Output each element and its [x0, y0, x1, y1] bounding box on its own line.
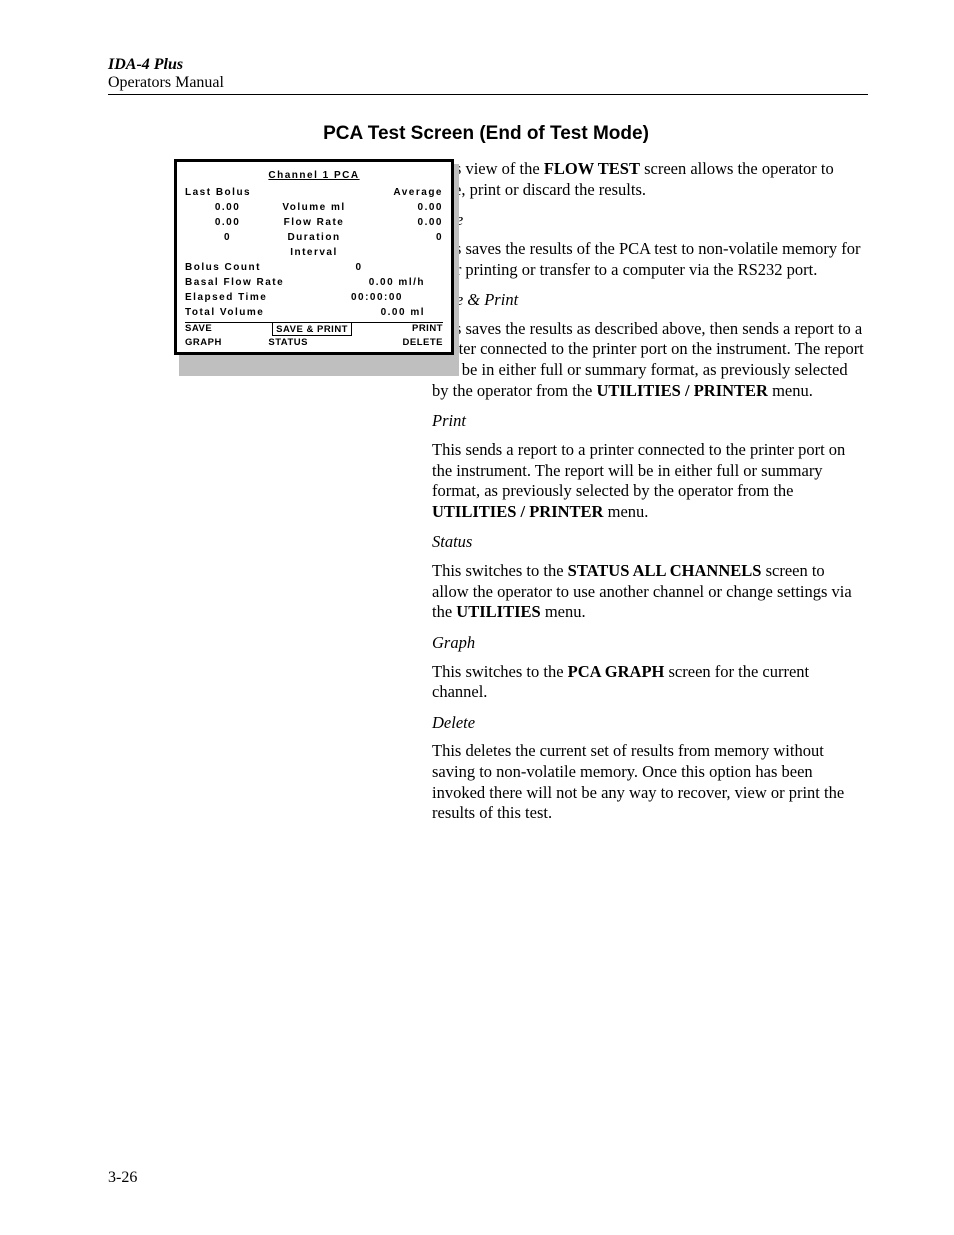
page-number: 3-26 [108, 1169, 137, 1187]
flow-rate-label: Flow Rate [270, 217, 358, 228]
elapsed-label: Elapsed Time [185, 292, 283, 303]
status-heading: Status [432, 532, 864, 553]
manual-title: Operators Manual [108, 74, 864, 92]
basal-flow-label: Basal Flow Rate [185, 277, 293, 288]
basal-flow-row: Basal Flow Rate 0.00 ml/h [185, 277, 443, 288]
save-heading: Save [432, 210, 864, 231]
menu-graph[interactable]: GRAPH [185, 337, 222, 348]
save-text: This saves the results of the PCA test t… [432, 239, 864, 280]
volume-row: 0.00 Volume ml 0.00 [185, 202, 443, 213]
delete-text: This deletes the current set of results … [432, 741, 864, 824]
product-title: IDA-4 Plus [108, 56, 864, 74]
menu-save[interactable]: SAVE [185, 323, 212, 336]
page-header: IDA-4 Plus Operators Manual [108, 56, 864, 95]
flow-row: 0.00 Flow Rate 0.00 [185, 217, 443, 228]
menu-delete[interactable]: DELETE [403, 337, 443, 348]
delete-heading: Delete [432, 713, 864, 734]
last-flow: 0.00 [185, 217, 270, 228]
menu-save-print[interactable]: SAVE & PRINT [272, 323, 352, 336]
duration-row: 0 Duration 0 [185, 232, 443, 243]
interval-label: Interval [185, 247, 443, 258]
volume-label: Volume ml [270, 202, 358, 213]
menu-print[interactable]: PRINT [412, 323, 443, 336]
menu-row-1: SAVE SAVE & PRINT PRINT [185, 322, 443, 336]
last-bolus-label: Last Bolus [185, 187, 270, 198]
graph-heading: Graph [432, 633, 864, 654]
avg-duration: 0 [358, 232, 443, 243]
total-volume-label: Total Volume [185, 307, 293, 318]
menu-status[interactable]: STATUS [268, 337, 308, 348]
last-volume: 0.00 [185, 202, 270, 213]
elapsed-time: 00:00:00 [283, 292, 443, 303]
average-label: Average [358, 187, 443, 198]
basal-flow: 0.00 ml/h [293, 277, 443, 288]
total-volume: 0.00 ml [293, 307, 443, 318]
total-volume-row: Total Volume 0.00 ml [185, 307, 443, 318]
bolus-count-label: Bolus Count [185, 262, 293, 273]
screen-header-row: Last Bolus Average [185, 187, 443, 198]
save-print-heading: Save & Print [432, 290, 864, 311]
avg-volume: 0.00 [358, 202, 443, 213]
intro-paragraph: This view of the FLOW TEST screen allows… [432, 159, 864, 200]
menu-row-2: GRAPH STATUS DELETE [185, 337, 443, 348]
last-duration: 0 [185, 232, 270, 243]
section-title: PCA Test Screen (End of Test Mode) [108, 123, 864, 145]
graph-text: This switches to the PCA GRAPH screen fo… [432, 662, 864, 703]
bolus-count-row: Bolus Count 0 [185, 262, 443, 273]
bolus-count: 0 [293, 262, 443, 273]
avg-flow: 0.00 [358, 217, 443, 228]
print-heading: Print [432, 411, 864, 432]
save-print-text: This saves the results as described abov… [432, 319, 864, 402]
elapsed-row: Elapsed Time 00:00:00 [185, 292, 443, 303]
print-text: This sends a report to a printer connect… [432, 440, 864, 523]
duration-label: Duration [270, 232, 358, 243]
screen-title: Channel 1 PCA [185, 170, 443, 181]
header-rule [108, 94, 868, 95]
description-column: This view of the FLOW TEST screen allows… [432, 159, 864, 834]
device-screen: Channel 1 PCA Last Bolus Average 0.00 Vo… [174, 159, 418, 355]
status-text: This switches to the STATUS ALL CHANNELS… [432, 561, 864, 623]
